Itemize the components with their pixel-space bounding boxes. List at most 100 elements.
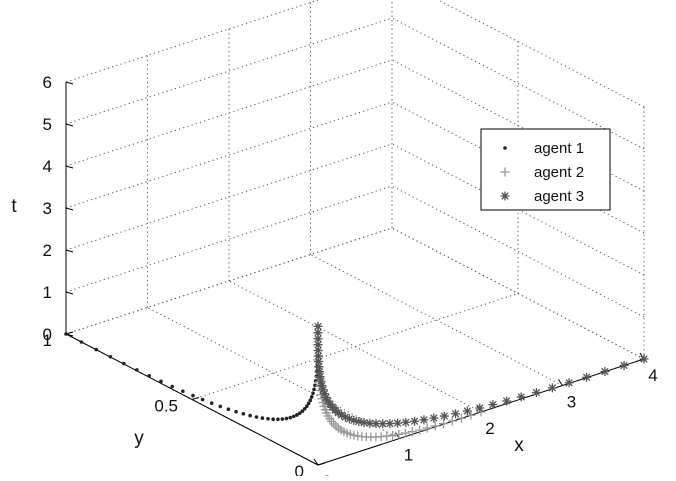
- series-agent-3: [313, 321, 649, 429]
- data-point-agent-3-shape: [371, 419, 381, 429]
- data-point-agent-2: [407, 427, 417, 437]
- data-point-agent-1-shape: [295, 413, 299, 417]
- legend-label-agent-3: agent 3: [534, 188, 584, 205]
- data-point-agent-3-shape: [319, 389, 329, 399]
- data-point-agent-3-shape: [313, 321, 323, 331]
- z-tick-mark: [65, 207, 74, 211]
- data-point-agent-3: [314, 362, 324, 372]
- data-point-agent-2-shape: [456, 413, 466, 423]
- data-point-agent-3: [582, 372, 592, 382]
- data-point-agent-3: [600, 367, 610, 377]
- data-point-agent-3: [419, 415, 429, 425]
- data-point-agent-3-shape: [359, 418, 369, 428]
- data-point-agent-3: [317, 381, 327, 391]
- x-tick-label: 0: [322, 472, 331, 476]
- data-point-agent-3-shape: [582, 372, 592, 382]
- data-point-agent-1-shape: [135, 368, 139, 372]
- data-point-agent-1: [308, 398, 313, 403]
- data-point-agent-3-shape: [531, 388, 541, 398]
- data-point-agent-3: [393, 418, 403, 428]
- data-point-agent-1-shape: [284, 416, 289, 421]
- data-point-agent-1: [260, 416, 265, 420]
- legend-marker-agent-3-shape: [500, 191, 510, 201]
- data-point-agent-3-shape: [564, 378, 574, 388]
- data-point-agent-3-shape: [337, 410, 347, 420]
- data-point-agent-1-shape: [209, 401, 214, 405]
- data-point-agent-1: [300, 409, 305, 413]
- data-point-agent-2-shape: [400, 428, 410, 438]
- data-point-agent-3-shape: [475, 403, 485, 413]
- data-point-agent-3-shape: [354, 417, 364, 427]
- legend-label-agent-1: agent 1: [534, 140, 584, 157]
- data-point-agent-3: [313, 334, 323, 344]
- z-tick-mark: [65, 123, 74, 127]
- data-point-agent-3-shape: [410, 416, 420, 426]
- gridline-floor-y: [191, 293, 519, 400]
- data-point-agent-2: [400, 428, 410, 438]
- data-point-agent-2-shape: [394, 429, 404, 439]
- data-point-agent-3: [619, 360, 629, 370]
- y-tick-mark: [191, 397, 200, 400]
- data-point-agent-3-shape: [488, 400, 498, 410]
- data-point-agent-1-shape: [302, 407, 307, 411]
- data-point-agent-3-shape: [321, 392, 331, 402]
- data-point-agent-3-shape: [439, 411, 449, 421]
- data-point-agent-1-shape: [191, 393, 195, 398]
- data-point-agent-1-shape: [311, 391, 315, 396]
- legend-marker-agent-1-shape: [503, 146, 507, 150]
- data-point-agent-1: [254, 415, 259, 419]
- y-tick-label: 0.5: [154, 397, 178, 416]
- data-point-agent-3-shape: [419, 415, 429, 425]
- data-point-agent-3-shape: [344, 414, 354, 424]
- data-point-agent-3: [315, 367, 325, 377]
- z-tick-label: 2: [43, 241, 52, 260]
- data-point-agent-1-shape: [94, 347, 99, 352]
- y-tick-label: 1: [43, 331, 52, 350]
- data-point-agent-1-shape: [260, 416, 265, 420]
- z-tick-mark: [65, 165, 74, 169]
- data-point-agent-1: [159, 379, 163, 384]
- data-point-agent-1-shape: [280, 417, 285, 421]
- data-point-agent-3: [316, 376, 326, 386]
- data-point-agent-2-shape: [466, 410, 476, 420]
- data-point-agent-1: [122, 361, 126, 366]
- data-point-agent-1-shape: [306, 401, 311, 406]
- data-point-agent-2: [394, 429, 404, 439]
- data-point-agent-3: [325, 399, 335, 409]
- x-tick-label: 2: [485, 419, 494, 438]
- data-point-agent-2: [415, 425, 425, 435]
- legend-label-agent-2: agent 2: [534, 164, 584, 181]
- z-tick-label: 6: [43, 73, 52, 92]
- data-point-agent-3-shape: [393, 418, 403, 428]
- data-point-agent-3-shape: [378, 419, 388, 429]
- data-point-agent-1: [311, 391, 315, 396]
- data-point-agent-3-shape: [429, 413, 439, 423]
- data-point-agent-3-shape: [325, 399, 335, 409]
- data-point-agent-1-shape: [288, 415, 293, 420]
- data-point-agent-1: [209, 401, 214, 405]
- data-point-agent-1: [226, 407, 231, 412]
- data-point-agent-1-shape: [234, 409, 238, 414]
- data-point-agent-1: [191, 393, 195, 398]
- data-point-agent-1-shape: [248, 413, 252, 418]
- data-point-agent-3: [337, 410, 347, 420]
- data-point-agent-3: [475, 403, 485, 413]
- data-point-agent-3: [318, 385, 328, 395]
- data-point-agent-1: [181, 389, 185, 394]
- data-point-agent-3-shape: [502, 396, 512, 406]
- data-point-agent-1: [170, 384, 174, 389]
- data-point-agent-1: [284, 416, 289, 421]
- data-point-agent-2: [439, 419, 449, 429]
- data-point-agent-1: [248, 413, 252, 418]
- data-point-agent-1: [291, 414, 296, 419]
- data-point-agent-1: [94, 347, 99, 352]
- data-point-agent-3: [439, 411, 449, 421]
- data-point-agent-3-shape: [315, 367, 325, 377]
- data-point-agent-3-shape: [315, 372, 325, 382]
- data-point-agent-2-shape: [447, 416, 457, 426]
- z-axis-label: t: [11, 196, 17, 217]
- z-tick-mark: [65, 81, 74, 85]
- data-point-agent-1: [276, 417, 280, 422]
- data-point-agent-1: [218, 404, 223, 409]
- data-point-agent-1: [147, 374, 151, 378]
